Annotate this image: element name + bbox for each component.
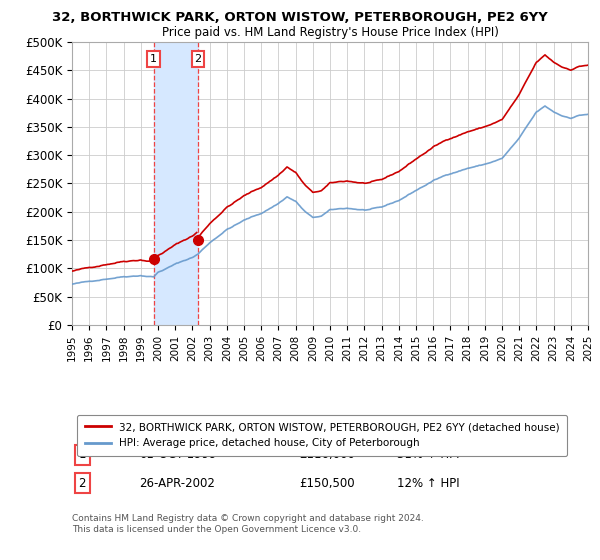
Text: 32, BORTHWICK PARK, ORTON WISTOW, PETERBOROUGH, PE2 6YY: 32, BORTHWICK PARK, ORTON WISTOW, PETERB… bbox=[52, 11, 548, 24]
Text: £150,500: £150,500 bbox=[299, 477, 355, 489]
Title: Price paid vs. HM Land Registry's House Price Index (HPI): Price paid vs. HM Land Registry's House … bbox=[161, 26, 499, 39]
Text: 12% ↑ HPI: 12% ↑ HPI bbox=[397, 477, 460, 489]
Legend: 32, BORTHWICK PARK, ORTON WISTOW, PETERBOROUGH, PE2 6YY (detached house), HPI: A: 32, BORTHWICK PARK, ORTON WISTOW, PETERB… bbox=[77, 415, 567, 456]
Text: 31% ↑ HPI: 31% ↑ HPI bbox=[397, 449, 460, 461]
Text: Contains HM Land Registry data © Crown copyright and database right 2024.
This d: Contains HM Land Registry data © Crown c… bbox=[72, 514, 424, 534]
Text: £116,000: £116,000 bbox=[299, 449, 355, 461]
Text: 2: 2 bbox=[194, 54, 202, 64]
Bar bbox=[154, 42, 198, 325]
Text: 2: 2 bbox=[79, 477, 86, 489]
Text: 26-APR-2002: 26-APR-2002 bbox=[139, 477, 215, 489]
Text: 1: 1 bbox=[79, 449, 86, 461]
Text: 1: 1 bbox=[150, 54, 157, 64]
Text: 01-OCT-1999: 01-OCT-1999 bbox=[139, 449, 217, 461]
